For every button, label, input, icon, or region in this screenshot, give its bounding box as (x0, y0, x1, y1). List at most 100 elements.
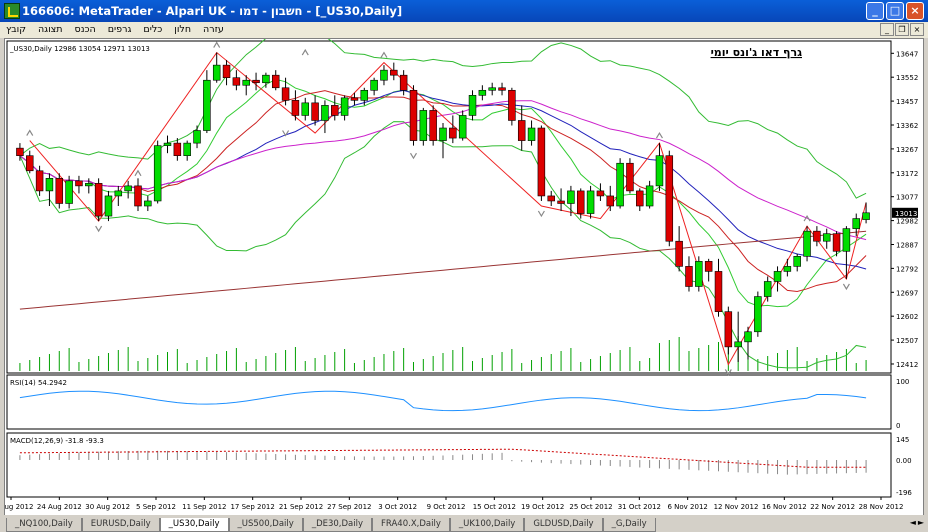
candle-body[interactable] (596, 190, 605, 197)
candle-body[interactable] (675, 240, 683, 267)
candle-body[interactable] (55, 178, 64, 204)
candle-body[interactable] (616, 162, 624, 207)
candle-body[interactable] (458, 115, 467, 139)
candle-body[interactable] (153, 145, 162, 202)
chart-tab[interactable]: _NQ100,Daily (6, 518, 82, 532)
candle-body[interactable] (449, 127, 457, 139)
chart-area[interactable]: 13647 13552 13457 13362 13267 13172 13077 12982… (0, 29, 924, 516)
candle-body[interactable] (685, 266, 693, 287)
menu-item-1[interactable]: תצוגה (37, 24, 63, 35)
candle-body[interactable] (232, 77, 241, 86)
candle-body[interactable] (567, 190, 575, 204)
candle-body[interactable] (704, 261, 713, 272)
candle-body[interactable] (252, 79, 260, 84)
title-bar[interactable]: 166606: MetaTrader - Alpari UK - חשבון -… (0, 0, 928, 22)
candle-body[interactable] (163, 142, 172, 146)
chart-tab[interactable]: FRA40.X,Daily (372, 518, 450, 532)
chart-tab[interactable]: GLDUSD,Daily (524, 518, 603, 532)
close-button[interactable]: × (906, 2, 924, 20)
candle-body[interactable] (586, 190, 595, 214)
candle-body[interactable] (636, 190, 644, 207)
candle-body[interactable] (724, 311, 733, 348)
menu-item-4[interactable]: כלים (143, 24, 163, 35)
candle-body[interactable] (626, 162, 634, 192)
candle-body[interactable] (763, 281, 772, 297)
candle-body[interactable] (517, 120, 526, 141)
chart-tab[interactable]: EURUSD,Daily (81, 518, 160, 532)
candle-body[interactable] (242, 79, 250, 86)
candle-body[interactable] (606, 195, 615, 207)
candle-body[interactable] (193, 130, 201, 144)
candle-body[interactable] (577, 190, 585, 214)
chart-canvas[interactable]: 13647 13552 13457 13362 13267 13172 13077 12982… (0, 29, 923, 515)
candle-body[interactable] (488, 87, 496, 91)
candle-body[interactable] (399, 74, 408, 91)
candle-body[interactable] (842, 228, 851, 252)
menu-item-2[interactable]: הכנס (74, 24, 96, 35)
candle-body[interactable] (744, 331, 752, 343)
candle-body[interactable] (262, 74, 270, 84)
candle-body[interactable] (734, 341, 742, 348)
candle-body[interactable] (665, 155, 674, 242)
candle-body[interactable] (439, 127, 447, 141)
tab-scroll-left-icon[interactable]: ◄ (909, 518, 916, 527)
candle-body[interactable] (35, 170, 44, 192)
candle-body[interactable] (429, 110, 437, 141)
candle-body[interactable] (370, 79, 378, 91)
candle-body[interactable] (16, 147, 24, 156)
candle-body[interactable] (65, 180, 73, 204)
candle-body[interactable] (527, 127, 536, 141)
chart-tab[interactable]: _UK100,Daily (449, 518, 525, 532)
candle-body[interactable] (714, 271, 723, 312)
chart-tab[interactable]: _G,Daily (602, 518, 656, 532)
candle-body[interactable] (26, 155, 34, 172)
chart-tab[interactable]: _US30,Daily (159, 518, 229, 532)
candle-body[interactable] (281, 87, 290, 101)
candle-body[interactable] (695, 261, 703, 287)
menu-item-0[interactable]: קובץ (6, 24, 26, 35)
candle-body[interactable] (212, 64, 221, 81)
candle-body[interactable] (468, 95, 477, 116)
chart-minimize-button[interactable]: _ (880, 23, 894, 36)
candle-body[interactable] (291, 100, 300, 116)
candle-body[interactable] (380, 69, 388, 81)
chart-tab[interactable]: _US500,Daily (228, 518, 303, 532)
chart-tab[interactable]: _DE30,Daily (302, 518, 373, 532)
candle-body[interactable] (852, 218, 860, 229)
candle-body[interactable] (222, 64, 231, 79)
menu-item-6[interactable]: עזרה (203, 24, 224, 35)
chart-close-button[interactable]: × (910, 23, 924, 36)
maximize-button[interactable]: □ (886, 2, 904, 20)
candle-body[interactable] (321, 105, 329, 121)
candle-body[interactable] (114, 190, 123, 197)
candle-body[interactable] (144, 200, 152, 207)
candle-body[interactable] (419, 110, 428, 141)
menu-item-3[interactable]: גרפים (107, 24, 132, 35)
candle-body[interactable] (271, 74, 280, 89)
tab-scroll-right-icon[interactable]: ► (917, 518, 924, 527)
candle-body[interactable] (773, 271, 782, 282)
candle-body[interactable] (134, 185, 142, 207)
candle-body[interactable] (85, 183, 93, 187)
candle-body[interactable] (754, 296, 762, 333)
candle-body[interactable] (75, 180, 83, 187)
candle-body[interactable] (645, 185, 654, 207)
candle-body[interactable] (301, 102, 309, 116)
candle-body[interactable] (409, 89, 418, 141)
candle-body[interactable] (360, 89, 369, 101)
candle-body[interactable] (557, 200, 565, 204)
candle-body[interactable] (498, 87, 506, 91)
candle-body[interactable] (331, 105, 339, 116)
candle-body[interactable] (124, 185, 132, 192)
candle-body[interactable] (793, 256, 801, 267)
candle-body[interactable] (173, 142, 182, 156)
candle-body[interactable] (537, 127, 546, 197)
candle-body[interactable] (822, 233, 831, 242)
candle-body[interactable] (803, 230, 811, 257)
candle-body[interactable] (104, 195, 113, 217)
candle-body[interactable] (478, 89, 487, 96)
candle-body[interactable] (390, 69, 398, 76)
candle-body[interactable] (813, 230, 821, 242)
candle-body[interactable] (832, 233, 841, 252)
candle-body[interactable] (862, 212, 870, 220)
